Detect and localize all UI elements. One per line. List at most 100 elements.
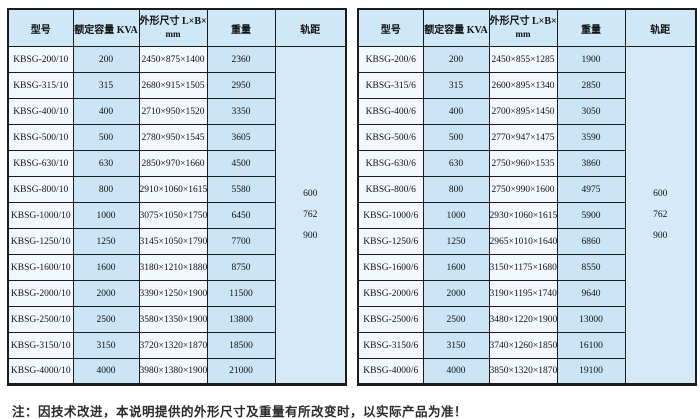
weight-cell: 3860: [556, 150, 626, 177]
dimensions-cell: 2930×1060×1615: [488, 202, 558, 229]
weight-column-header: 重量: [556, 8, 626, 47]
model-cell: KBSG-200/6: [357, 46, 424, 73]
capacity-cell: 630: [422, 150, 490, 177]
capacity-cell: 400: [422, 98, 490, 125]
weight-cell: 9640: [556, 280, 626, 307]
capacity-cell: 1250: [422, 228, 490, 255]
weight-cell: 5580: [206, 176, 276, 203]
table-row: KBSG-1250/10 1250 3145×1050×1790 7700: [7, 228, 346, 255]
capacity-cell: 2500: [422, 306, 490, 333]
weight-cell: 2950: [206, 72, 276, 99]
model-cell: KBSG-1000/6: [357, 202, 424, 229]
gauge-value: 600: [303, 188, 318, 199]
table-row: KBSG-800/10 800 2910×1060×1615 5580: [7, 176, 346, 203]
dimensions-cell: 2700×895×1450: [488, 98, 558, 125]
table-row: KBSG-400/10 400 2710×950×1520 3350: [7, 98, 346, 125]
capacity-cell: 3150: [422, 332, 490, 359]
model-cell: KBSG-1250/10: [7, 228, 74, 255]
table-row: KBSG-200/10 200 2450×875×1400 2360 600 762 900: [7, 46, 347, 385]
spec-table-6kv: 型号 额定容量 KVA 外形尺寸 L×B×H mm 重量 轨距 KBSG-200…: [357, 8, 697, 386]
table-row: KBSG-1600/6 1600 3150×1175×1680 8550: [357, 254, 696, 281]
weight-cell: 1900: [556, 46, 626, 73]
dimensions-cell: 2770×947×1475: [488, 124, 558, 151]
model-cell: KBSG-500/6: [357, 124, 424, 151]
weight-cell: 13000: [556, 306, 626, 333]
model-cell: KBSG-2500/10: [7, 306, 74, 333]
model-cell: KBSG-2500/6: [357, 306, 424, 333]
table-row: KBSG-315/10 315 2680×915×1505 2950: [7, 72, 346, 99]
table-row: KBSG-2000/10 2000 3390×1250×1900 11500: [7, 280, 346, 307]
footnote: 注：因技术改进，本说明提供的外形尺寸及重量有所改变时，以实际产品为准！: [12, 405, 468, 419]
gauge-cell: 600 762 900: [274, 46, 347, 385]
weight-cell: 3590: [556, 124, 626, 151]
capacity-column-header: 额定容量 KVA: [422, 8, 490, 47]
model-cell: KBSG-3150/6: [357, 332, 424, 359]
header-row: 型号 额定容量 KVA 外形尺寸 L×B×H mm 重量 轨距: [7, 8, 347, 47]
capacity-cell: 500: [72, 124, 140, 151]
dimensions-cell: 3720×1320×1870: [138, 332, 208, 359]
table-row: KBSG-1000/10 1000 3075×1050×1750 6450: [7, 202, 346, 229]
capacity-cell: 1000: [72, 202, 140, 229]
capacity-cell: 800: [422, 176, 490, 203]
capacity-cell: 2000: [422, 280, 490, 307]
gauge-value: 762: [653, 209, 668, 220]
table-row: KBSG-1000/6 1000 2930×1060×1615 5900: [357, 202, 696, 229]
model-cell: KBSG-2000/10: [7, 280, 74, 307]
weight-cell: 6450: [206, 202, 276, 229]
gauge-value: 762: [303, 209, 318, 220]
dimensions-cell: 3740×1260×1850: [488, 332, 558, 359]
model-column-header: 型号: [357, 8, 424, 47]
table-row: KBSG-2500/6 2500 3480×1220×1900 13000: [357, 306, 696, 333]
dimensions-cell: 2750×990×1600: [488, 176, 558, 203]
dimensions-cell: 3580×1350×1900: [138, 306, 208, 333]
dimensions-cell: 3480×1220×1900: [488, 306, 558, 333]
dimensions-cell: 2850×970×1660: [138, 150, 208, 177]
dimensions-cell: 2965×1010×1640: [488, 228, 558, 255]
model-cell: KBSG-4000/6: [357, 358, 424, 385]
dimensions-cell: 3190×1195×1740: [488, 280, 558, 307]
table-row: KBSG-3150/6 3150 3740×1260×1850 16100: [357, 332, 696, 359]
dimensions-cell: 3145×1050×1790: [138, 228, 208, 255]
spec-table-10kv: 型号 额定容量 KVA 外形尺寸 L×B×H mm 重量 轨距 KBSG-200…: [7, 8, 347, 386]
weight-cell: 3350: [206, 98, 276, 125]
table-row: KBSG-1250/6 1250 2965×1010×1640 6860: [357, 228, 696, 255]
weight-cell: 21000: [206, 358, 276, 385]
weight-cell: 3050: [556, 98, 626, 125]
table-row: KBSG-800/6 800 2750×990×1600 4975: [357, 176, 696, 203]
model-cell: KBSG-315/6: [357, 72, 424, 99]
model-cell: KBSG-2000/6: [357, 280, 424, 307]
weight-cell: 2850: [556, 72, 626, 99]
capacity-cell: 1250: [72, 228, 140, 255]
capacity-cell: 4000: [422, 358, 490, 385]
model-cell: KBSG-630/10: [7, 150, 74, 177]
capacity-cell: 1600: [72, 254, 140, 281]
model-cell: KBSG-1250/6: [357, 228, 424, 255]
dimensions-cell: 2780×950×1545: [138, 124, 208, 151]
model-cell: KBSG-800/10: [7, 176, 74, 203]
capacity-cell: 4000: [72, 358, 140, 385]
dimensions-cell: 2600×895×1340: [488, 72, 558, 99]
gauge-value: 900: [653, 230, 668, 241]
capacity-cell: 315: [72, 72, 140, 99]
capacity-column-header: 额定容量 KVA: [72, 8, 140, 47]
weight-cell: 4500: [206, 150, 276, 177]
model-cell: KBSG-400/6: [357, 98, 424, 125]
capacity-cell: 630: [72, 150, 140, 177]
model-cell: KBSG-3150/10: [7, 332, 74, 359]
dimensions-cell: 2680×915×1505: [138, 72, 208, 99]
weight-cell: 8750: [206, 254, 276, 281]
gauge-column-header: 轨距: [624, 8, 697, 47]
model-cell: KBSG-200/10: [7, 46, 74, 73]
capacity-cell: 1000: [422, 202, 490, 229]
gauge-column-header: 轨距: [274, 8, 347, 47]
gauge-cell: 600 762 900: [624, 46, 697, 385]
capacity-cell: 200: [422, 46, 490, 73]
model-cell: KBSG-400/10: [7, 98, 74, 125]
dimensions-column-header: 外形尺寸 L×B×H mm: [488, 8, 558, 47]
table-row: KBSG-500/6 500 2770×947×1475 3590: [357, 124, 696, 151]
dimensions-header-line2: mm: [515, 29, 531, 39]
dimensions-cell: 3850×1320×1870: [488, 358, 558, 385]
weight-cell: 16100: [556, 332, 626, 359]
capacity-cell: 2000: [72, 280, 140, 307]
model-cell: KBSG-630/6: [357, 150, 424, 177]
